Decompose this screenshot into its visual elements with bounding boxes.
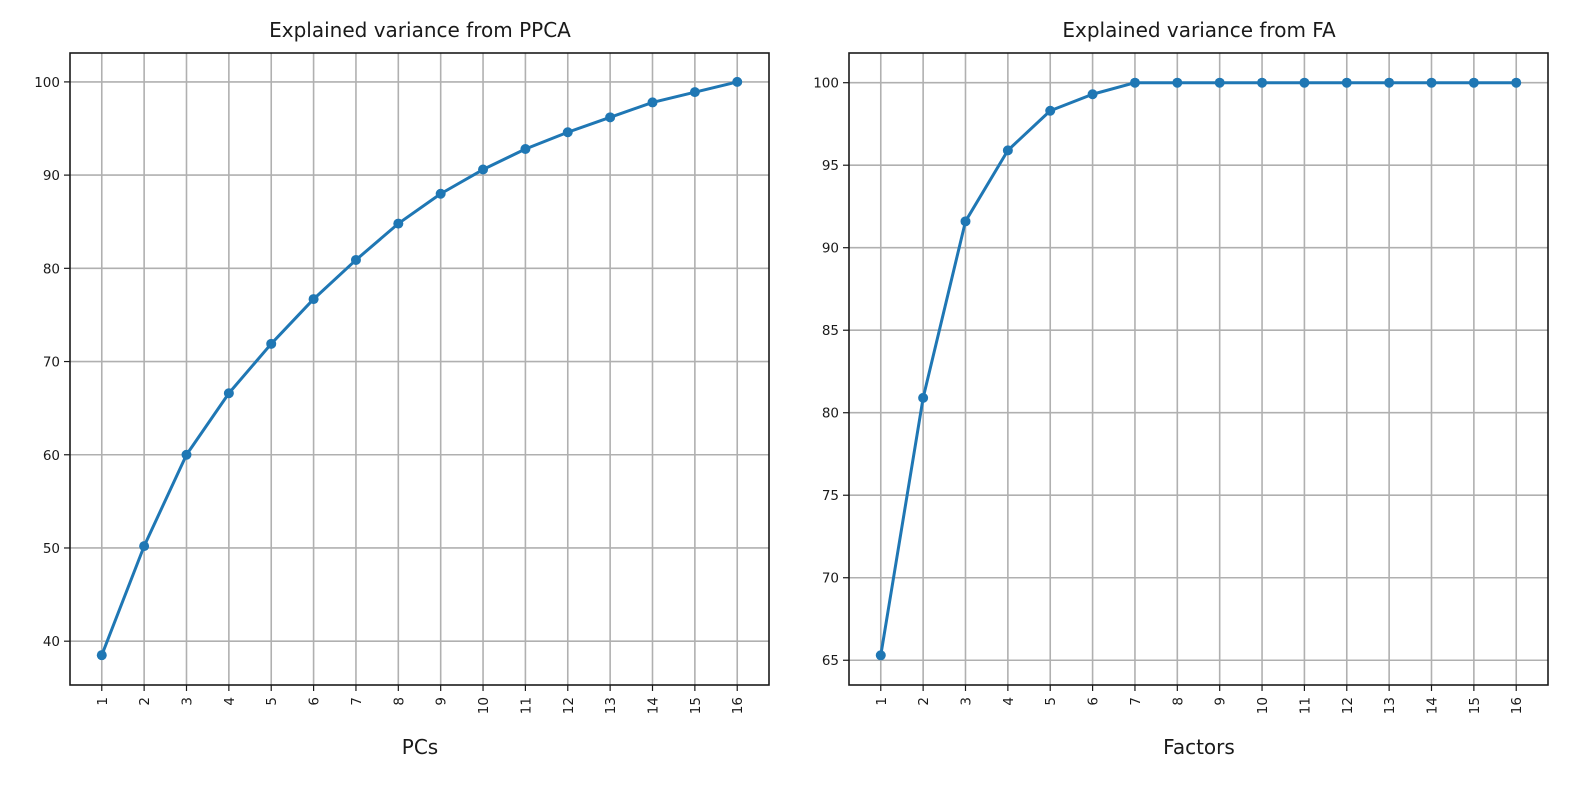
data-point [1511, 77, 1522, 88]
data-point [266, 338, 277, 349]
y-tick-label: 65 [822, 653, 839, 669]
data-point [181, 449, 192, 460]
series-line [100, 80, 738, 656]
data-point [393, 218, 404, 229]
data-point [1002, 145, 1013, 156]
data-point [1129, 77, 1140, 88]
chart-fa: Explained variance from FA 1 2 3 4 5 6 7 8 9 10 11… [813, 18, 1549, 759]
grid [70, 53, 769, 685]
y-tick-label: 95 [822, 158, 839, 174]
x-tick-label: 9 [434, 697, 450, 706]
data-point [647, 97, 658, 108]
x-tick-label: 16 [730, 697, 746, 714]
x-tick-label: 14 [646, 697, 662, 714]
data-point [960, 216, 971, 227]
x-tick-label: 1 [874, 697, 890, 706]
series-marks [96, 76, 743, 661]
data-point [732, 76, 743, 87]
x-tick-label: 11 [1297, 697, 1313, 714]
x-tick-label: 4 [1001, 697, 1017, 706]
data-point [1257, 77, 1268, 88]
data-point [1045, 105, 1056, 116]
y-tick-label: 90 [822, 241, 839, 257]
data-point [308, 294, 319, 305]
y-tick-label: 50 [43, 541, 60, 557]
chart-title: Explained variance from FA [1062, 18, 1336, 42]
x-tick-label: 5 [1043, 697, 1059, 706]
x-tick-label: 15 [1467, 697, 1483, 714]
data-point [1299, 77, 1310, 88]
y-tick-label: 80 [822, 406, 839, 422]
x-tick-label: 3 [959, 697, 975, 706]
x-tick-label: 11 [518, 697, 534, 714]
data-point [223, 388, 234, 399]
x-tick-label: 7 [349, 697, 365, 706]
data-point [875, 650, 886, 661]
data-point [96, 650, 107, 661]
x-tick-label: 4 [222, 697, 238, 706]
x-tick-label: 3 [180, 697, 196, 706]
x-tick-label: 5 [264, 697, 280, 706]
data-point [918, 392, 929, 403]
x-tick-label: 9 [1213, 697, 1229, 706]
y-tick-label: 40 [43, 634, 60, 650]
data-point [1341, 77, 1352, 88]
data-point [1426, 77, 1437, 88]
data-point [1172, 77, 1183, 88]
x-tick-label: 7 [1128, 697, 1144, 706]
data-point [139, 541, 150, 552]
y-tick-label: 90 [43, 168, 60, 184]
plot-frame [69, 52, 770, 686]
data-point [1468, 77, 1479, 88]
series-line [879, 81, 1517, 656]
grid [849, 53, 1548, 685]
y-tick-label: 100 [813, 76, 839, 92]
data-point [435, 188, 446, 199]
plot-frame [848, 52, 1549, 686]
data-point [562, 127, 573, 138]
data-point [520, 144, 531, 155]
x-tick-label: 14 [1425, 697, 1441, 714]
y-tick-label: 60 [43, 448, 60, 464]
data-point [1214, 77, 1225, 88]
x-tick-label: 8 [1170, 697, 1186, 706]
data-point [689, 87, 700, 98]
x-tick-label: 15 [688, 697, 704, 714]
chart-ppca: Explained variance from PPCA 1 2 3 4 5 6 7 8 9 10… [34, 18, 770, 759]
series-marks [875, 77, 1522, 661]
data-point [478, 164, 489, 175]
y-tick-label: 70 [43, 355, 60, 371]
x-tick-label: 2 [916, 697, 932, 706]
y-tick-label: 80 [43, 261, 60, 277]
y-tick-label: 85 [822, 323, 839, 339]
data-point [350, 254, 361, 265]
x-tick-label: 12 [561, 697, 577, 714]
x-tick-label: 2 [137, 697, 153, 706]
x-tick-label: 6 [307, 697, 323, 706]
x-tick-label: 13 [603, 697, 619, 714]
x-tick-label: 6 [1086, 697, 1102, 706]
chart-title: Explained variance from PPCA [269, 18, 571, 42]
x-tick-label: 10 [476, 697, 492, 714]
x-axis-label: PCs [402, 735, 438, 759]
x-tick-label: 13 [1382, 697, 1398, 714]
data-point [1384, 77, 1395, 88]
x-axis-label: Factors [1163, 735, 1235, 759]
y-tick-label: 100 [34, 75, 60, 91]
y-tick-label: 70 [822, 571, 839, 587]
x-tick-label: 12 [1340, 697, 1356, 714]
x-tick-label: 10 [1255, 697, 1271, 714]
x-tick-label: 16 [1509, 697, 1525, 714]
x-tick-label: 1 [95, 697, 111, 706]
data-point [605, 112, 616, 123]
y-tick-label: 75 [822, 488, 839, 504]
x-tick-label: 8 [391, 697, 407, 706]
data-point [1087, 89, 1098, 100]
